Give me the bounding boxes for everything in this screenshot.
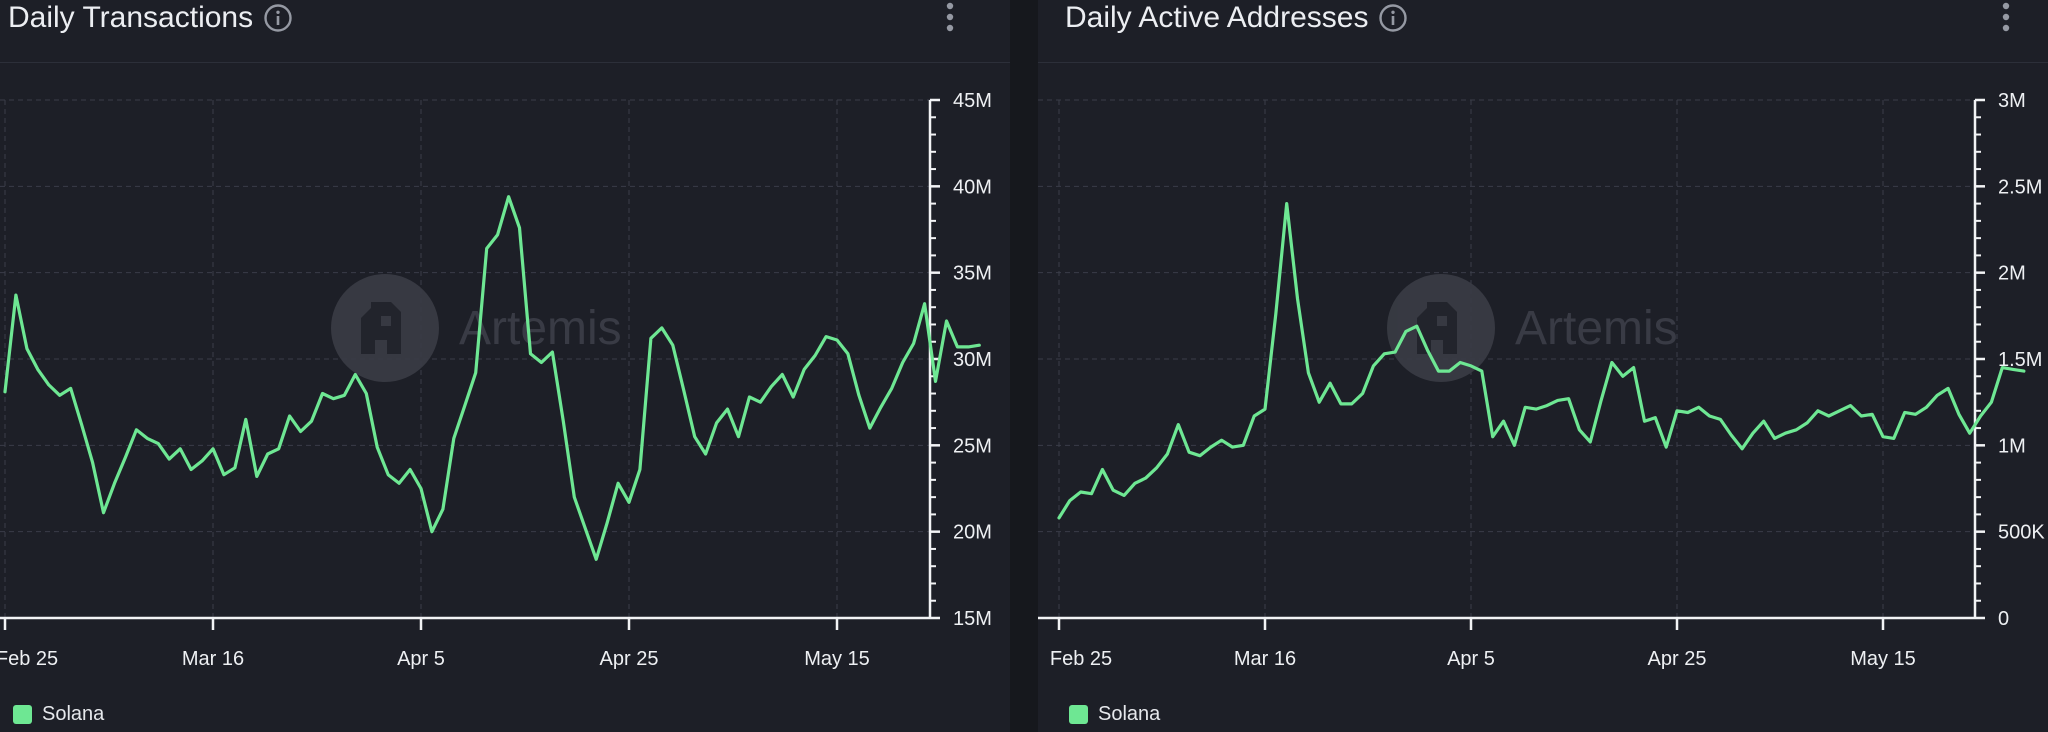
x-tick-label: May 15 xyxy=(804,648,870,670)
series-line-solana xyxy=(3,195,981,561)
watermark-logo-mark xyxy=(361,302,401,354)
y-tick-label: 3M xyxy=(1998,90,2026,112)
x-tick-label: Apr 5 xyxy=(1447,648,1495,670)
x-tick-label: Apr 25 xyxy=(1648,648,1707,670)
chart-title: Daily Active Addresses xyxy=(1065,1,1369,34)
y-tick-label: 20M xyxy=(953,522,992,544)
y-tick-label: 45M xyxy=(953,90,992,112)
chart-title: Daily Transactions xyxy=(8,1,254,34)
legend-label: Solana xyxy=(42,702,105,725)
x-tick-label: Apr 25 xyxy=(600,648,659,670)
vertical-dots-icon[interactable] xyxy=(942,0,958,34)
x-tick-label: Feb 25 xyxy=(1050,648,1112,670)
watermark-logo-mark xyxy=(1417,302,1457,354)
watermark-text: Artemis xyxy=(1515,302,1678,355)
y-tick-label: 40M xyxy=(953,176,992,198)
panel-header: Daily Transactions xyxy=(0,0,1010,63)
grid-lines xyxy=(0,99,930,618)
watermark-text: Artemis xyxy=(459,302,622,355)
y-tick-label: 25M xyxy=(953,435,992,457)
y-tick-label: 35M xyxy=(953,263,992,285)
axes: 15M 20M 25M 30M 35M 40M 45M Feb 25 Mar 16 Apr 5 Ap… xyxy=(0,90,992,670)
y-tick-label: 2.5M xyxy=(1998,176,2042,198)
legend-item-solana[interactable]: Solana xyxy=(13,702,104,726)
y-tick-label: 2M xyxy=(1998,263,2026,285)
y-tick-label: 500K xyxy=(1998,522,2045,544)
y-tick-label: 0 xyxy=(1998,608,2009,630)
info-icon[interactable] xyxy=(1378,3,1408,33)
panel-header: Daily Active Addresses xyxy=(1038,0,2048,63)
info-icon[interactable] xyxy=(263,3,293,33)
y-tick-label: 30M xyxy=(953,349,992,371)
x-tick-label: May 15 xyxy=(1850,648,1916,670)
daily-transactions-panel: Daily Transactions Artemis 15M 20M 25M 30M 35… xyxy=(0,0,1010,732)
vertical-dots-icon[interactable] xyxy=(1998,0,2014,34)
x-tick-label: Mar 16 xyxy=(1234,648,1296,670)
legend-item-solana[interactable]: Solana xyxy=(1069,702,1160,726)
legend-label: Solana xyxy=(1098,702,1161,725)
series-line-solana xyxy=(1057,202,2026,520)
y-tick-label: 15M xyxy=(953,608,992,630)
x-tick-label: Apr 5 xyxy=(397,648,445,670)
y-tick-label: 1.5M xyxy=(1998,349,2042,371)
axes: 0 500K 1M 1.5M 2M 2.5M 3M Feb 25 Mar 16 Apr 5 Apr … xyxy=(1038,90,2045,670)
watermark: Artemis xyxy=(331,274,622,382)
y-tick-label: 1M xyxy=(1998,435,2026,457)
x-tick-label: Mar 16 xyxy=(182,648,244,670)
grid-lines xyxy=(1038,99,1975,618)
chart-plot: Artemis 15M 20M 25M 30M 35M 40M 45M Feb 25 Mar 16… xyxy=(0,90,992,670)
daily-active-addresses-panel: Daily Active Addresses Artemis 0 500K 1M 1.5… xyxy=(1038,0,2048,732)
x-tick-label: Feb 25 xyxy=(0,648,58,670)
watermark: Artemis xyxy=(1387,274,1678,382)
chart-plot: Artemis 0 500K 1M 1.5M 2M 2.5M 3M Feb 25 Mar 16 Ap… xyxy=(1038,90,2045,670)
legend-swatch xyxy=(1069,704,1088,724)
legend-swatch xyxy=(13,704,32,724)
